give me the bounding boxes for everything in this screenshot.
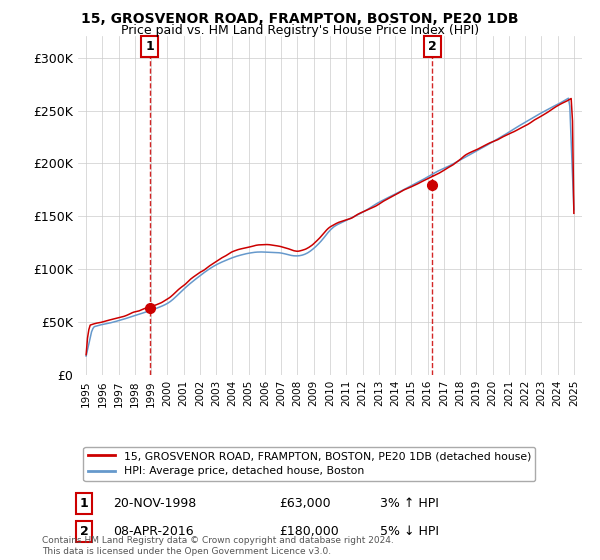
Text: 2: 2 bbox=[428, 40, 437, 53]
Text: 5% ↓ HPI: 5% ↓ HPI bbox=[380, 525, 439, 538]
Text: Price paid vs. HM Land Registry's House Price Index (HPI): Price paid vs. HM Land Registry's House … bbox=[121, 24, 479, 36]
Text: Contains HM Land Registry data © Crown copyright and database right 2024.
This d: Contains HM Land Registry data © Crown c… bbox=[42, 536, 394, 556]
Text: 3% ↑ HPI: 3% ↑ HPI bbox=[380, 497, 439, 511]
Text: 1: 1 bbox=[145, 40, 154, 53]
Text: 2: 2 bbox=[80, 525, 88, 538]
Legend: 15, GROSVENOR ROAD, FRAMPTON, BOSTON, PE20 1DB (detached house), HPI: Average pr: 15, GROSVENOR ROAD, FRAMPTON, BOSTON, PE… bbox=[83, 447, 535, 481]
Text: £180,000: £180,000 bbox=[280, 525, 340, 538]
Text: 20-NOV-1998: 20-NOV-1998 bbox=[113, 497, 197, 511]
Text: 1: 1 bbox=[80, 497, 88, 511]
Text: 08-APR-2016: 08-APR-2016 bbox=[113, 525, 194, 538]
Text: 15, GROSVENOR ROAD, FRAMPTON, BOSTON, PE20 1DB: 15, GROSVENOR ROAD, FRAMPTON, BOSTON, PE… bbox=[81, 12, 519, 26]
Text: £63,000: £63,000 bbox=[280, 497, 331, 511]
